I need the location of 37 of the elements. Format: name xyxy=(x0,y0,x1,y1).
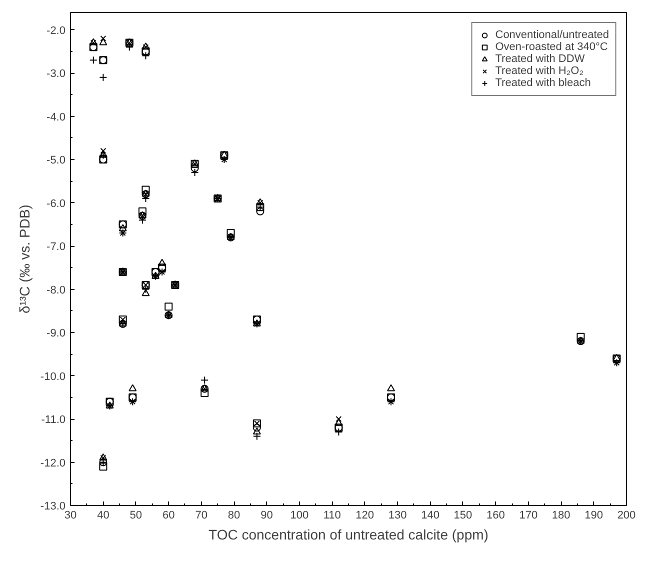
x-tick-label: 90 xyxy=(260,510,273,522)
y-tick-label: -7.0 xyxy=(46,241,66,254)
x-tick-label: 40 xyxy=(97,510,110,522)
x-tick-label: 170 xyxy=(519,510,538,522)
x-tick-label: 110 xyxy=(323,510,341,522)
x-tick-label: 180 xyxy=(552,510,570,522)
y-tick-label: -10.0 xyxy=(40,370,66,383)
legend-label: Treated with bleach xyxy=(495,77,591,89)
y-tick-label: -8.0 xyxy=(46,284,66,296)
x-tick-label: 80 xyxy=(228,510,240,522)
y-tick-label: -5.0 xyxy=(46,154,66,167)
x-tick-label: 140 xyxy=(421,510,440,522)
x-tick-label: 130 xyxy=(388,510,407,522)
y-tick-label: -3.0 xyxy=(46,68,66,80)
x-tick-label: 100 xyxy=(290,510,309,522)
y-tick-label: -2.0 xyxy=(46,24,66,37)
legend-label: Treated with H₂O₂ xyxy=(495,65,584,77)
x-axis-title: TOC concentration of untreated calcite (ppm) xyxy=(208,526,488,542)
legend-label: Treated with DDW xyxy=(495,53,585,65)
x-tick-label: 120 xyxy=(356,510,374,522)
x-tick-label: 150 xyxy=(454,510,472,522)
x-tick-label: 200 xyxy=(617,510,636,522)
y-axis-title: δ¹³C (‰ vs. PDB) xyxy=(16,204,32,314)
legend-label: Conventional/untreated xyxy=(495,29,609,41)
y-tick-label: -4.0 xyxy=(46,111,66,124)
y-tick-label: -13.0 xyxy=(40,500,66,512)
y-tick-label: -11.0 xyxy=(41,414,66,426)
x-tick-label: 60 xyxy=(162,510,175,522)
x-tick-label: 50 xyxy=(130,510,142,522)
x-tick-label: 30 xyxy=(64,510,77,522)
y-tick-label: -6.0 xyxy=(46,198,66,210)
y-tick-label: -12.0 xyxy=(40,457,66,470)
legend-label: Oven-roasted at 340°C xyxy=(495,41,608,53)
x-tick-label: 160 xyxy=(486,510,505,522)
y-tick-label: -9.0 xyxy=(46,328,66,340)
x-tick-label: 70 xyxy=(195,510,208,522)
x-tick-label: 190 xyxy=(584,510,603,522)
